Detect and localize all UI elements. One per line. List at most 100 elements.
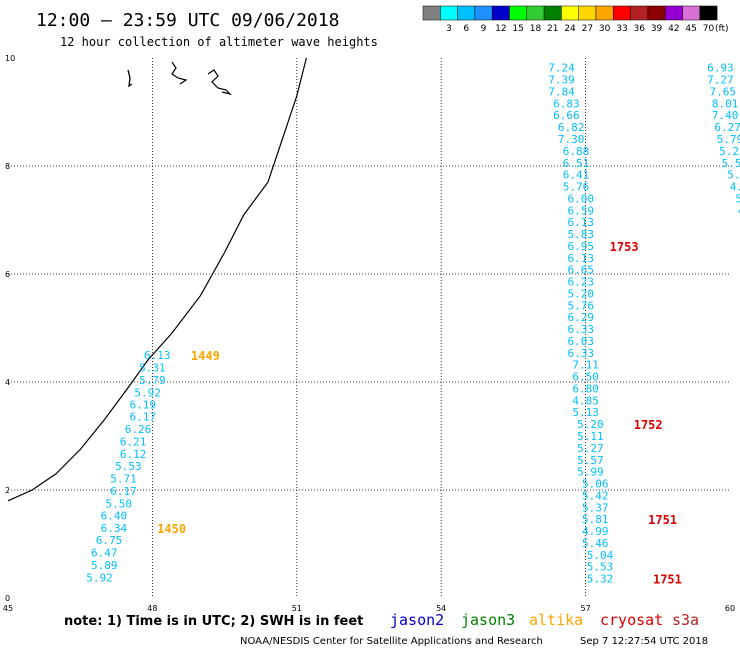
y-tick-label: 2 [5, 486, 10, 495]
wave-height-value: 5.79 [139, 374, 166, 387]
legend-label: 39 [651, 24, 663, 34]
legend-swatch [699, 5, 718, 21]
legend-unit: (ft) [715, 24, 729, 34]
wave-height-value: 6.65 [568, 264, 595, 277]
wave-height-value: 6.13 [568, 216, 595, 229]
legend-label: 6 [463, 24, 469, 34]
legend-swatch [457, 5, 476, 21]
legend-swatch [630, 5, 649, 21]
x-tick-label: 54 [436, 604, 446, 613]
chart-subtitle: 12 hour collection of altimeter wave hei… [60, 35, 378, 49]
island-2 [171, 61, 188, 85]
wave-height-value: 6.00 [568, 192, 595, 205]
legend-swatch [647, 5, 666, 21]
pass-time-label: 1751 [653, 573, 682, 587]
legend-swatch [509, 5, 528, 21]
wave-height-value: 5.32 [587, 573, 614, 586]
x-tick-label: 48 [147, 604, 157, 613]
wave-height-value: 5.13 [572, 406, 599, 419]
wave-height-value: 4.6 [730, 181, 740, 194]
wave-height-value: 7.39 [548, 74, 575, 87]
wave-height-value: 6.50 [572, 371, 599, 384]
legend-label: 18 [530, 24, 542, 34]
wave-height-value: 5.42 [582, 489, 609, 502]
wave-height-value: 6.23 [568, 276, 595, 289]
wave-height-value: 6.13 [568, 252, 595, 265]
wave-height-value: 5.53 [115, 460, 142, 473]
wave-height-value: 5.53 [587, 561, 614, 574]
wave-height-value: 5.99 [577, 466, 604, 479]
sat-jason2: jason2 [390, 611, 444, 629]
sat-cryosat: cryosat [600, 611, 663, 629]
x-tick-label: 60 [725, 604, 735, 613]
footer: note: 1) Time is in UTC; 2) SWH is in fe… [64, 611, 708, 647]
legend-label: 42 [668, 24, 679, 34]
wave-height-value: 5.4 [727, 169, 740, 182]
legend-swatch [526, 5, 545, 21]
wave-height-value: 7.84 [548, 85, 575, 98]
legend-label: 3 [446, 24, 452, 34]
wave-height-value: 5.83 [568, 228, 595, 241]
wave-height-value: 7.24 [548, 62, 575, 75]
pass-time-label: 1450 [157, 522, 186, 536]
wave-height-value: 5.76 [568, 299, 595, 312]
wave-height-value: 6.47 [91, 547, 118, 560]
wave-height-value: 6.19 [130, 399, 157, 412]
legend-swatch [543, 5, 562, 21]
legend-label: 30 [599, 24, 611, 34]
wave-height-value: 6.82 [558, 121, 585, 134]
credit-text: NOAA/NESDIS Center for Satellite Applica… [240, 636, 543, 647]
y-tick-label: 4 [5, 378, 10, 387]
wave-height-value: 6.13 [144, 349, 171, 362]
legend-swatch [595, 5, 614, 21]
wave-height-value: 6.17 [130, 411, 157, 424]
wave-height-value: 6.21 [120, 435, 147, 448]
wave-height-value: 5.46 [582, 537, 609, 550]
wave-height-value: 5.71 [110, 473, 137, 486]
wave-height-value: 4.99 [582, 525, 609, 538]
wave-height-value: 7.27 [707, 74, 734, 87]
wave-height-value: 5.20 [568, 287, 595, 300]
wave-height-value: 5.27 [577, 442, 604, 455]
wave-height-value: 4. [738, 204, 740, 217]
wave-height-value: 5.50 [105, 498, 132, 511]
chart-title: 12:00 – 23:59 UTC 09/06/2018 [36, 10, 339, 31]
chart-grid [8, 58, 730, 598]
wave-height-value: 6.88 [563, 145, 590, 158]
legend-label: 36 [634, 24, 646, 34]
legend-label: 9 [481, 24, 487, 34]
legend-swatch [578, 5, 597, 21]
pass-time-label: 1449 [191, 349, 220, 363]
x-tick-label: 45 [3, 604, 13, 613]
legend-label: 24 [564, 24, 576, 34]
wave-height-value: 7.30 [558, 133, 585, 146]
wave-height-value: 6.75 [96, 534, 123, 547]
wave-height-value: 6.66 [553, 109, 580, 122]
legend-label: 15 [512, 24, 523, 34]
timestamp-text: Sep 7 12:27:54 UTC 2018 [580, 636, 708, 647]
wave-height-value: 5.23 [719, 145, 740, 158]
legend-swatch [682, 5, 701, 21]
wave-height-value: 5. [735, 192, 740, 205]
wave-height-value: 6.83 [553, 97, 580, 110]
pass-time-label: 1751 [648, 513, 677, 527]
legend-label: 21 [547, 24, 558, 34]
wave-height-value: 6.17 [110, 485, 137, 498]
land-features [127, 61, 232, 96]
legend-label: 45 [685, 24, 696, 34]
legend-swatch [422, 5, 441, 21]
data-points: 6.135.315.795.926.196.176.266.216.125.53… [86, 62, 740, 587]
footer-note: note: 1) Time is in UTC; 2) SWH is in fe… [64, 614, 363, 629]
island-1 [127, 69, 133, 88]
sat-jason3: jason3 [461, 611, 515, 629]
wave-height-value: 5.81 [582, 513, 609, 526]
wave-height-value: 4.85 [572, 394, 599, 407]
wave-height-value: 8.01 [712, 97, 739, 110]
wave-height-value: 6.40 [101, 509, 128, 522]
wave-height-value: 5.76 [563, 181, 590, 194]
wave-height-value: 5.04 [587, 549, 614, 562]
wave-height-value: 6.59 [568, 204, 595, 217]
wave-height-value: 5.31 [139, 361, 166, 374]
wave-height-value: 5.57 [577, 454, 604, 467]
wave-height-value: 5.11 [577, 430, 604, 443]
